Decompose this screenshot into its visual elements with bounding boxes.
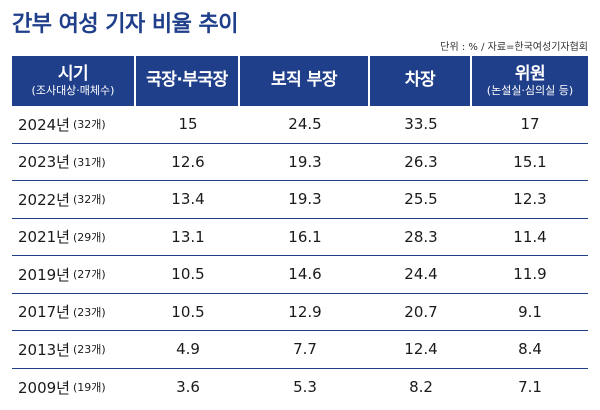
cell-director: 4.9 (176, 340, 200, 359)
period-media-count: (27개) (72, 268, 106, 282)
cell-deputy-head: 33.5 (404, 115, 438, 134)
table-row: 2019년 (27개) 10.5 14.6 24.4 11.9 (12, 256, 588, 294)
header-committee-sublabel: (논설실·심의실 등) (486, 84, 574, 98)
chart-title: 간부 여성 기자 비율 추이 (12, 12, 239, 37)
cell-period: 2024년 (32개) (12, 106, 136, 143)
period-year: 2024년 (18, 115, 70, 134)
cell-period: 2017년 (23개) (12, 294, 136, 331)
cell-director: 10.5 (171, 302, 205, 321)
cell-period: 2009년 (19개) (12, 369, 136, 407)
period-media-count: (19개) (72, 381, 106, 395)
unit-source-note: 단위 : % / 자료=한국여성기자협회 (440, 42, 588, 53)
table-row: 2024년 (32개) 15 24.5 33.5 17 (12, 106, 588, 144)
cell-committee: 15.1 (513, 152, 547, 171)
cell-department-head: 19.3 (288, 190, 322, 209)
table-header: 시기 (조사대상·매체수) 국장·부국장 보직 부장 차장 위원 (논설실·심의… (12, 56, 588, 106)
cell-deputy-head: 12.4 (404, 340, 438, 359)
cell-deputy-head: 8.2 (409, 378, 433, 397)
cell-department-head: 12.9 (288, 302, 322, 321)
table-row: 2021년 (29개) 13.1 16.1 28.3 11.4 (12, 219, 588, 256)
cell-period: 2013년 (23개) (12, 331, 136, 368)
period-media-count: (23개) (72, 343, 106, 357)
cell-director: 13.4 (171, 190, 205, 209)
table-row: 2013년 (23개) 4.9 7.7 12.4 8.4 (12, 331, 588, 369)
cell-department-head: 7.7 (293, 340, 317, 359)
header-committee: 위원 (논설실·심의실 등) (472, 56, 588, 106)
period-year: 2019년 (18, 265, 70, 284)
cell-deputy-head: 28.3 (404, 227, 438, 246)
header-department-head: 보직 부장 (240, 56, 370, 106)
header-committee-label: 위원 (514, 63, 546, 84)
cell-committee: 17 (520, 115, 540, 134)
table-row: 2017년 (23개) 10.5 12.9 20.7 9.1 (12, 294, 588, 331)
cell-committee: 11.4 (513, 227, 547, 246)
cell-period: 2019년 (27개) (12, 256, 136, 293)
cell-committee: 12.3 (513, 190, 547, 209)
data-table: 시기 (조사대상·매체수) 국장·부국장 보직 부장 차장 위원 (논설실·심의… (12, 56, 588, 406)
cell-committee: 8.4 (518, 340, 542, 359)
header-period-label: 시기 (57, 63, 89, 84)
header-deputy-head-label: 차장 (404, 70, 436, 91)
cell-department-head: 19.3 (288, 152, 322, 171)
cell-department-head: 5.3 (293, 378, 317, 397)
cell-director: 15 (178, 115, 198, 134)
cell-director: 12.6 (171, 152, 205, 171)
period-year: 2023년 (18, 153, 70, 172)
cell-committee: 9.1 (518, 302, 542, 321)
period-year: 2013년 (18, 340, 70, 359)
cell-department-head: 14.6 (288, 265, 322, 284)
period-year: 2017년 (18, 303, 70, 322)
cell-deputy-head: 25.5 (404, 190, 438, 209)
cell-director: 3.6 (176, 378, 200, 397)
period-year: 2009년 (18, 378, 70, 397)
period-media-count: (31개) (72, 155, 106, 169)
header-deputy-head: 차장 (370, 56, 472, 106)
period-media-count: (23개) (72, 305, 106, 319)
period-year: 2021년 (18, 228, 70, 247)
period-media-count: (32개) (72, 193, 106, 207)
header-department-head-label: 보직 부장 (271, 70, 337, 91)
cell-committee: 11.9 (513, 265, 547, 284)
header-director: 국장·부국장 (136, 56, 240, 106)
cell-director: 10.5 (171, 265, 205, 284)
header-director-label: 국장·부국장 (146, 70, 228, 91)
cell-director: 13.1 (171, 227, 205, 246)
header-period-sublabel: (조사대상·매체수) (31, 84, 115, 98)
header-period: 시기 (조사대상·매체수) (12, 56, 136, 106)
table-row: 2009년 (19개) 3.6 5.3 8.2 7.1 (12, 369, 588, 407)
cell-deputy-head: 24.4 (404, 265, 438, 284)
cell-deputy-head: 26.3 (404, 152, 438, 171)
period-year: 2022년 (18, 190, 70, 209)
cell-department-head: 16.1 (288, 227, 322, 246)
table-row: 2022년 (32개) 13.4 19.3 25.5 12.3 (12, 181, 588, 219)
cell-period: 2023년 (31개) (12, 144, 136, 181)
cell-committee: 7.1 (518, 378, 542, 397)
period-media-count: (29개) (72, 230, 106, 244)
cell-period: 2022년 (32개) (12, 181, 136, 218)
table-row: 2023년 (31개) 12.6 19.3 26.3 15.1 (12, 144, 588, 181)
period-media-count: (32개) (72, 118, 106, 132)
table-body: 2024년 (32개) 15 24.5 33.5 17 2023년 (31개) 12.6 19.3… (12, 106, 588, 406)
cell-deputy-head: 20.7 (404, 302, 438, 321)
cell-department-head: 24.5 (288, 115, 322, 134)
cell-period: 2021년 (29개) (12, 219, 136, 256)
